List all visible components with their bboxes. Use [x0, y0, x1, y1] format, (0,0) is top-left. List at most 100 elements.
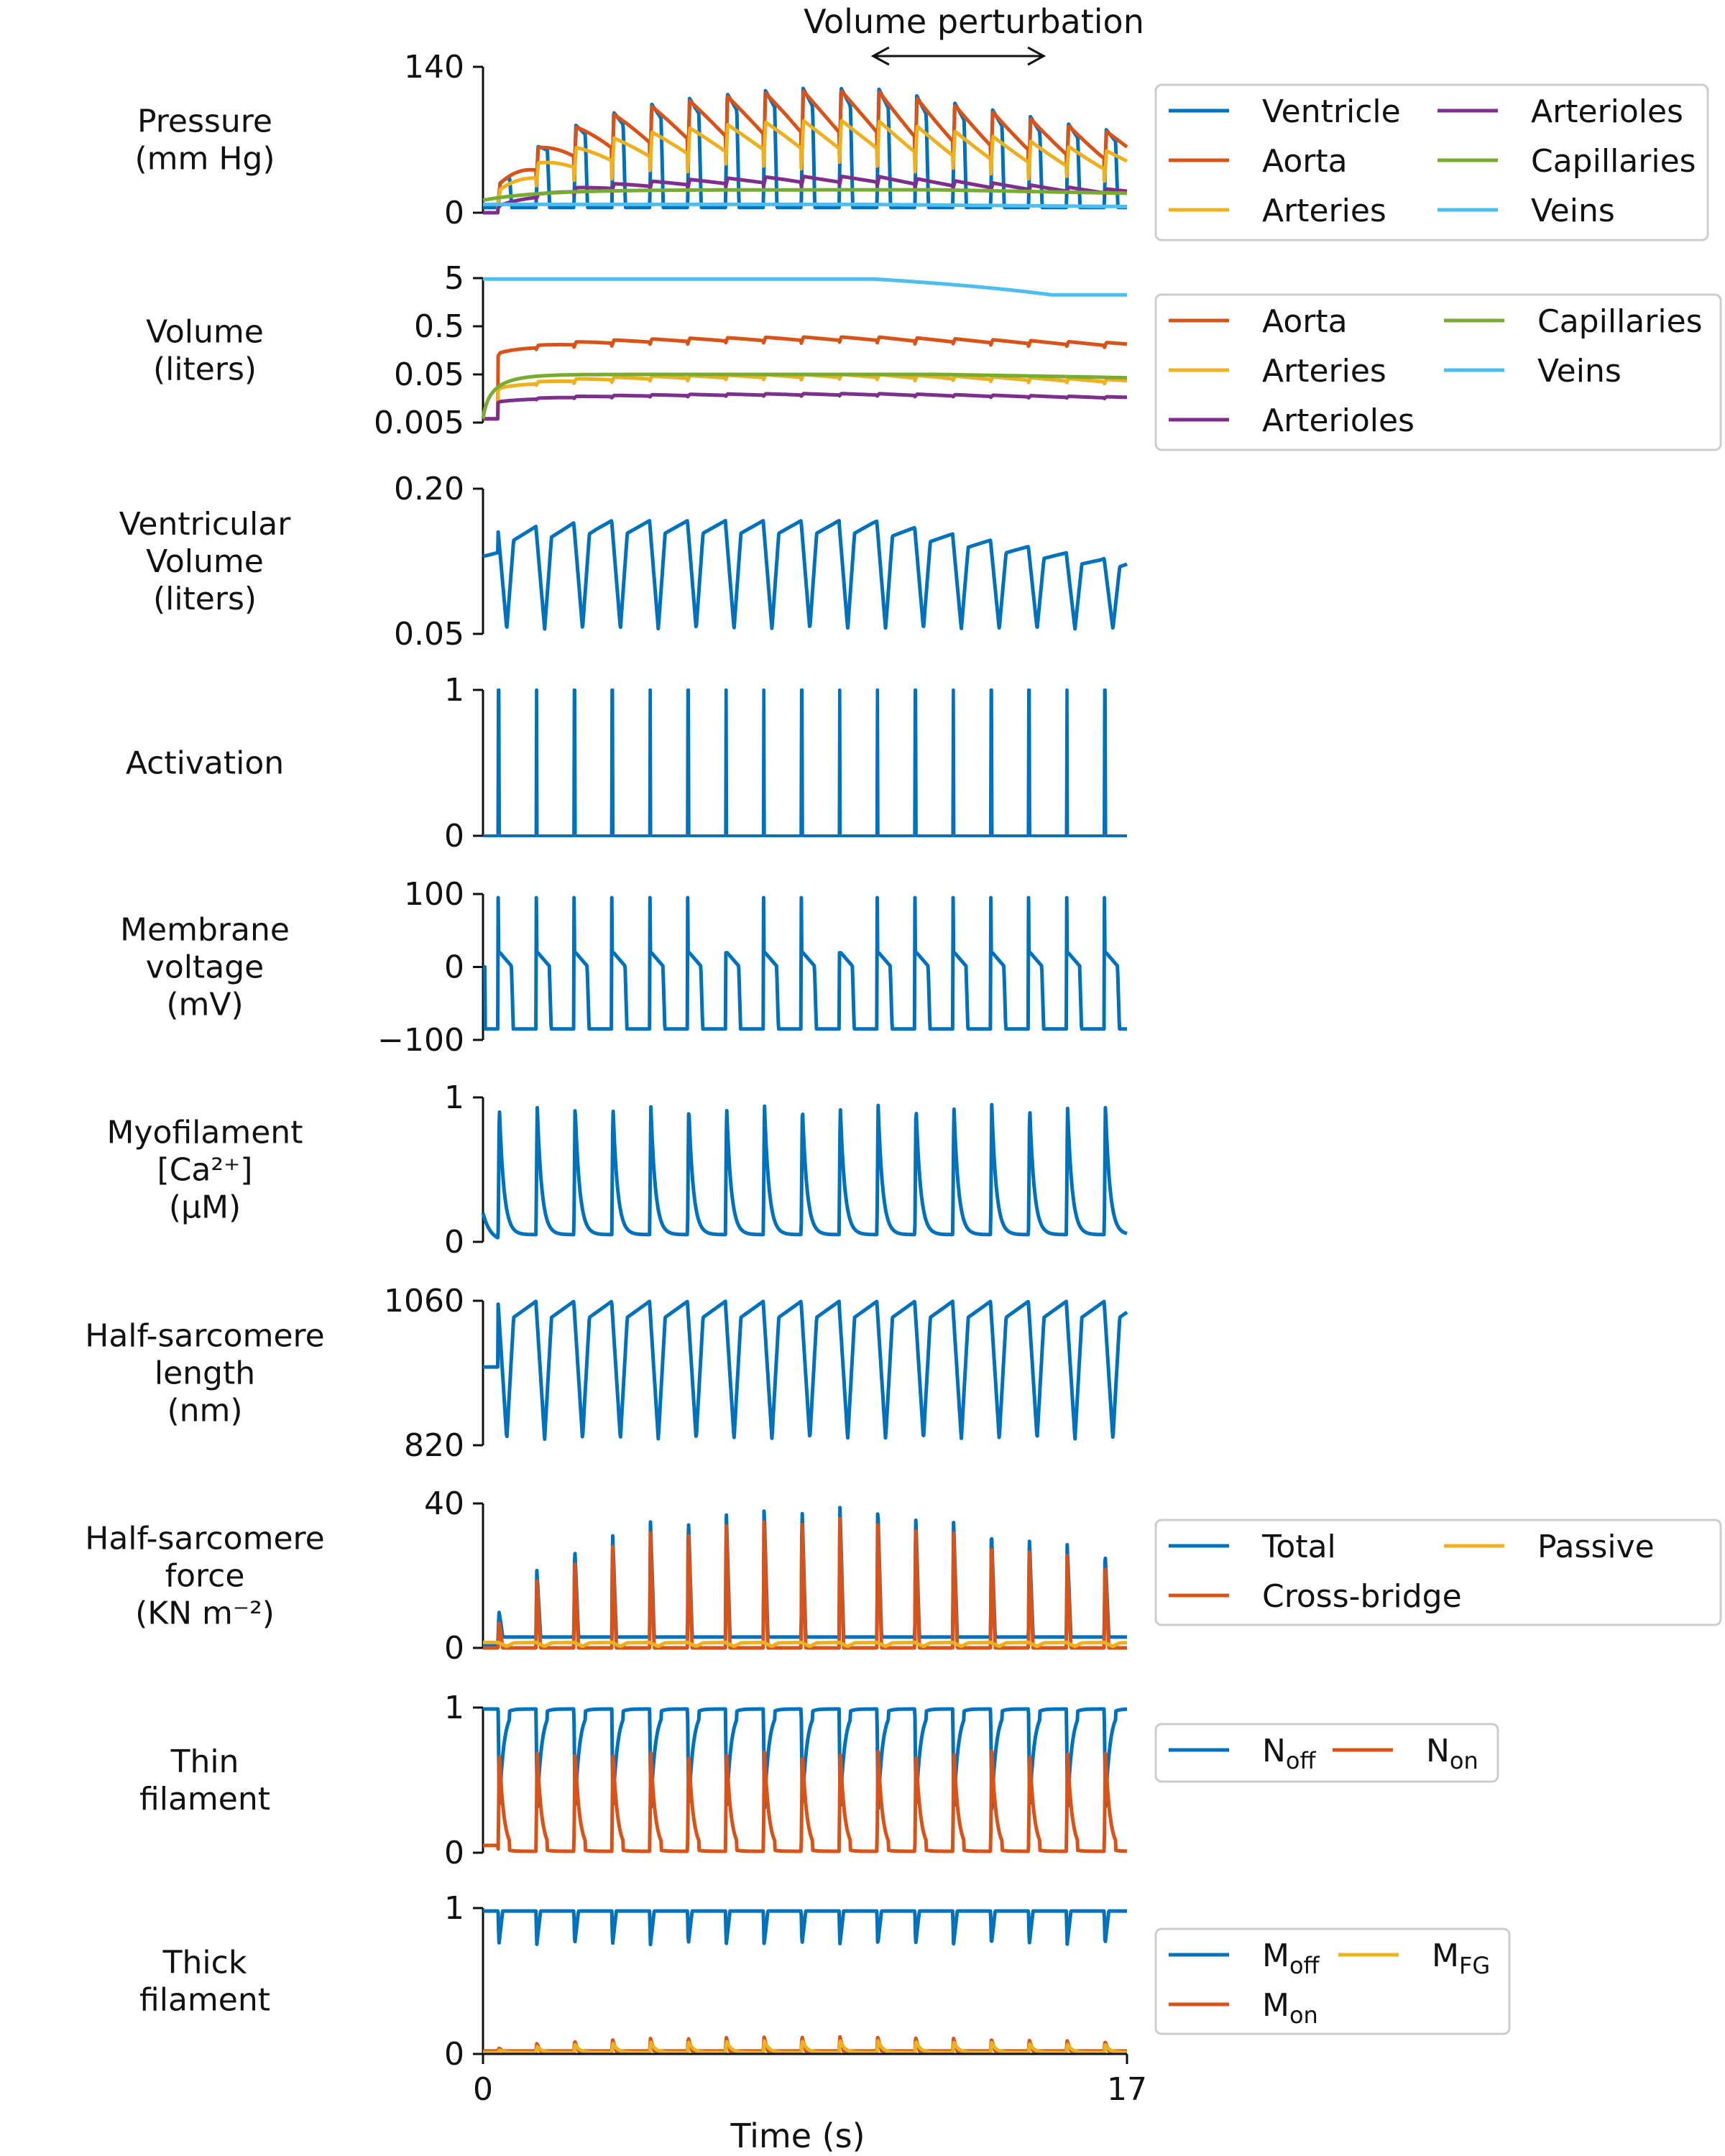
y-axis-label: force — [165, 1558, 245, 1595]
perturbation-arrow-left-head — [870, 46, 890, 66]
legend-entry: Total — [1261, 1529, 1336, 1565]
y-tick-label: 140 — [404, 49, 464, 86]
y-axis-label: filament — [139, 1781, 270, 1818]
series-line-moff — [482, 1909, 1128, 1947]
y-tick-label: 0 — [444, 1835, 464, 1871]
panel-2: 5 0.5 0.05 0.005 Volume(liters) Aorta Arteries… — [146, 260, 1722, 451]
legend: Ventricle Aorta Arteries Arterioles Capillar… — [1154, 83, 1709, 241]
y-axis-label: voltage — [146, 949, 264, 986]
y-axis-label: (mm Hg) — [134, 141, 275, 178]
series-line-noff — [482, 1707, 1128, 1811]
y-axis-label: Volume — [146, 543, 264, 580]
y-axis-label: Half-sarcomere — [85, 1521, 324, 1557]
legend: Aorta Arteries Arterioles Capillaries Veins — [1154, 293, 1722, 451]
legend-entry: Aorta — [1262, 303, 1348, 340]
y-tick-label: −100 — [377, 1022, 464, 1059]
series-line-passive — [482, 1640, 1128, 1649]
y-axis-label: Myofilament — [107, 1115, 303, 1151]
y-axis-label: length — [155, 1355, 255, 1392]
y-tick-label: 0.20 — [394, 471, 464, 507]
y-tick-label: 1 — [444, 672, 464, 709]
y-tick-label: 0 — [444, 1224, 464, 1261]
panel-6: 1 0 Myofilament[Ca²⁺](μM) — [107, 1079, 1128, 1261]
y-axis-label: Volume — [146, 314, 264, 351]
y-tick-label: 1060 — [384, 1283, 464, 1319]
series-line-arterioles — [482, 392, 1128, 421]
y-tick-label: 0.05 — [394, 356, 464, 393]
y-axis-label: Pressure — [137, 103, 272, 140]
perturbation-arrow-right-head — [1027, 46, 1046, 66]
legend-box — [1154, 1723, 1499, 1783]
legend-entry: Aorta — [1262, 143, 1348, 180]
legend-box — [1154, 293, 1722, 451]
series-line-non — [482, 1749, 1128, 1853]
series-line-trace — [482, 895, 1128, 1031]
legend-entry: Capillaries — [1537, 303, 1703, 340]
y-axis-label: (nm) — [167, 1393, 242, 1429]
y-axis-label: Thick — [162, 1945, 247, 1981]
legend-entry: Capillaries — [1531, 143, 1696, 180]
panel-1: 0 140 Pressure(mm Hg) Ventricle Aorta Arterie… — [134, 49, 1709, 241]
y-tick-label: 0.005 — [374, 405, 464, 441]
y-axis-label: Thin — [170, 1743, 239, 1780]
legend: Noff Non — [1154, 1723, 1499, 1783]
y-tick-label: 0.05 — [394, 616, 464, 653]
series-line-arteries — [482, 119, 1128, 215]
y-tick-label: 40 — [424, 1485, 464, 1522]
perturbation-annotation: Volume perturbation — [804, 2, 1144, 66]
y-tick-label: 0 — [444, 2036, 464, 2073]
x-tick-label-0: 0 — [473, 2071, 493, 2108]
y-tick-label: 100 — [404, 876, 464, 913]
legend-entry: Moff — [1262, 1938, 1320, 1979]
series-line-veins — [482, 277, 1128, 297]
legend-entry: Arteries — [1262, 353, 1386, 390]
y-axis-label: Activation — [126, 745, 284, 782]
panel-4: 1 0 Activation — [126, 672, 1128, 854]
y-tick-label: 5 — [444, 260, 464, 297]
y-tick-label: 0 — [444, 195, 464, 231]
legend-entry: Arterioles — [1262, 402, 1414, 439]
y-tick-label: 1 — [444, 1690, 464, 1726]
y-tick-label: 1 — [444, 1079, 464, 1116]
legend-entry: Arterioles — [1531, 93, 1683, 130]
legend-entry: Veins — [1537, 353, 1622, 390]
series-line-trace — [481, 1102, 1128, 1240]
series-line-aorta — [482, 89, 1128, 215]
series-line-trace — [482, 1299, 1128, 1441]
x-axis: 0 17 Time (s) — [473, 2053, 1147, 2155]
legend: Total Cross-bridge Passive — [1154, 1519, 1722, 1626]
legend-box — [1154, 83, 1709, 241]
legend-entry: Veins — [1531, 193, 1615, 229]
y-axis-label: Ventricular — [119, 506, 291, 543]
y-tick-label: 1 — [444, 1890, 464, 1927]
y-axis-label: (mV) — [166, 987, 243, 1023]
y-axis-label: [Ca²⁺] — [157, 1152, 253, 1189]
y-tick-label: 0.5 — [414, 308, 464, 345]
series-line-mfg — [482, 2039, 1128, 2055]
y-axis-label: (liters) — [153, 581, 257, 617]
legend-entry: Ventricle — [1262, 93, 1401, 130]
y-axis-label: (KN m⁻²) — [135, 1595, 275, 1632]
y-tick-label: 0 — [444, 1630, 464, 1667]
series-line-trace — [482, 519, 1128, 631]
perturbation-label: Volume perturbation — [804, 2, 1144, 41]
series-line-trace — [482, 688, 1128, 837]
legend-box — [1154, 1927, 1511, 2035]
legend-box — [1154, 1519, 1722, 1626]
y-axis-label: (μM) — [169, 1189, 241, 1226]
series-line-arterioles — [482, 175, 1128, 215]
y-tick-label: 820 — [404, 1427, 464, 1464]
series-line-veins — [482, 202, 1128, 208]
legend-entry: Cross-bridge — [1262, 1578, 1462, 1615]
y-axis-label: filament — [139, 1982, 270, 2019]
x-axis-label: Time (s) — [730, 2116, 865, 2155]
y-axis-label: Half-sarcomere — [85, 1318, 324, 1355]
x-tick-label-17: 17 — [1107, 2071, 1147, 2108]
y-tick-label: 0 — [444, 949, 464, 986]
